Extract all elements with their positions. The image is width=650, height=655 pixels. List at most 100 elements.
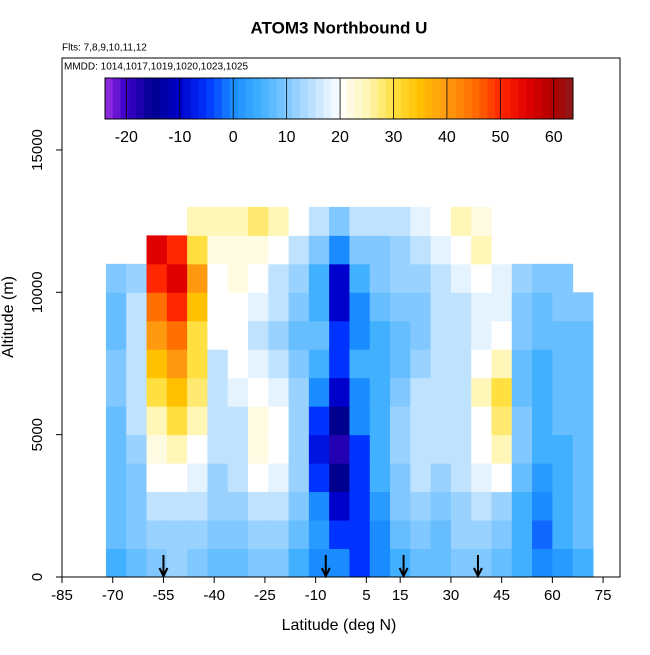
heatmap-cell (532, 548, 553, 578)
y-tick-label: 15000 (29, 129, 46, 171)
heatmap-cell (491, 292, 513, 322)
heatmap-cell (471, 320, 492, 350)
heatmap-cell (471, 206, 492, 236)
heatmap-cell (532, 349, 553, 379)
heatmap-cell (390, 320, 411, 350)
colorbar-swatch (502, 78, 512, 119)
heatmap-cell (288, 434, 310, 464)
x-tick-label: 45 (493, 587, 510, 604)
heatmap-cell (308, 434, 330, 464)
heatmap-cell (532, 292, 553, 322)
heatmap-cell (187, 349, 208, 379)
heatmap-cell (410, 206, 432, 236)
heatmap-cell (166, 320, 188, 350)
heatmap-cell (430, 491, 452, 521)
heatmap-cell (511, 434, 533, 464)
heatmap-cell (105, 520, 127, 550)
x-tick-label: 30 (443, 587, 460, 604)
heatmap-cell (491, 320, 513, 350)
colorbar-swatch (479, 78, 488, 119)
heatmap-cell (552, 548, 574, 578)
colorbar-swatch (159, 78, 168, 119)
heatmap-cell (288, 377, 310, 407)
heatmap-cell (166, 263, 188, 293)
heatmap-cell (450, 520, 472, 550)
heatmap-cell (166, 434, 188, 464)
heatmap-cell (105, 434, 127, 464)
heatmap-cell (532, 406, 553, 436)
colorbar-swatch (120, 78, 129, 119)
heatmap-cell (308, 206, 330, 236)
heatmap-cell (532, 520, 553, 550)
heatmap-cell (390, 520, 411, 550)
colorbar-swatch (385, 78, 395, 119)
heatmap-cell (491, 434, 513, 464)
heatmap-cell (288, 349, 310, 379)
colorbar-swatch (424, 78, 434, 119)
heatmap-cell (511, 320, 533, 350)
heatmap-cell (572, 491, 594, 521)
heatmap-cell (369, 349, 391, 379)
heatmap-cell (308, 520, 330, 550)
heatmap-cell (511, 349, 533, 379)
heatmap-cell (227, 263, 249, 293)
heatmap-cell (450, 206, 472, 236)
heatmap-cell (410, 434, 432, 464)
heatmap-cell (105, 263, 127, 293)
heatmap-cell (390, 548, 411, 578)
colorbar-swatch (339, 78, 348, 119)
heatmap-cell (248, 463, 269, 493)
heatmap-cell (207, 520, 229, 550)
heatmap-cell (471, 463, 492, 493)
heatmap-cell (268, 491, 290, 521)
y-tick-label: 10000 (29, 271, 46, 313)
heatmap-cell (268, 520, 290, 550)
heatmap-cell (329, 463, 350, 493)
heatmap-cell (288, 320, 310, 350)
heatmap-cell (450, 292, 472, 322)
heatmap-cell (430, 377, 452, 407)
heatmap-cell (410, 463, 432, 493)
heatmap-cell (105, 377, 127, 407)
heatmap-cell (268, 434, 290, 464)
colorbar-swatch (105, 78, 114, 119)
x-tick-label: -85 (51, 587, 73, 604)
heatmap-cell (207, 548, 229, 578)
heatmap-cell (105, 463, 127, 493)
flight-marker-head (398, 567, 409, 579)
heatmap-cell (511, 548, 533, 578)
colorbar-swatch (534, 78, 543, 119)
heatmap-cell (248, 434, 269, 464)
heatmap-cell (187, 292, 208, 322)
heatmap (105, 206, 594, 578)
annotation: MMDD: 1014,1017,1019,1020,1023,1025 (64, 62, 248, 73)
heatmap-cell (430, 263, 452, 293)
heatmap-cell (268, 377, 290, 407)
heatmap-cell (227, 206, 249, 236)
heatmap-cell (491, 263, 513, 293)
heatmap-cell (187, 434, 208, 464)
heatmap-cell (166, 520, 188, 550)
heatmap-cell (146, 434, 168, 464)
heatmap-cell (349, 434, 371, 464)
heatmap-cell (552, 263, 574, 293)
heatmap-cell (166, 349, 188, 379)
heatmap-cell (450, 463, 472, 493)
heatmap-cell (430, 520, 452, 550)
heatmap-cell (268, 463, 290, 493)
heatmap-cell (410, 235, 432, 265)
heatmap-cell (329, 520, 350, 550)
heatmap-cell (308, 263, 330, 293)
colorbar-swatch (222, 78, 231, 119)
heatmap-cell (430, 292, 452, 322)
colorbar-swatch (237, 78, 246, 119)
heatmap-cell (268, 263, 290, 293)
colorbar-swatch (346, 78, 356, 119)
heatmap-cell (511, 292, 533, 322)
heatmap-cell (207, 406, 229, 436)
heatmap-cell (166, 491, 188, 521)
colorbar-swatch (518, 78, 527, 119)
colorbar-swatch (401, 78, 410, 119)
colorbar-swatch (136, 78, 145, 119)
